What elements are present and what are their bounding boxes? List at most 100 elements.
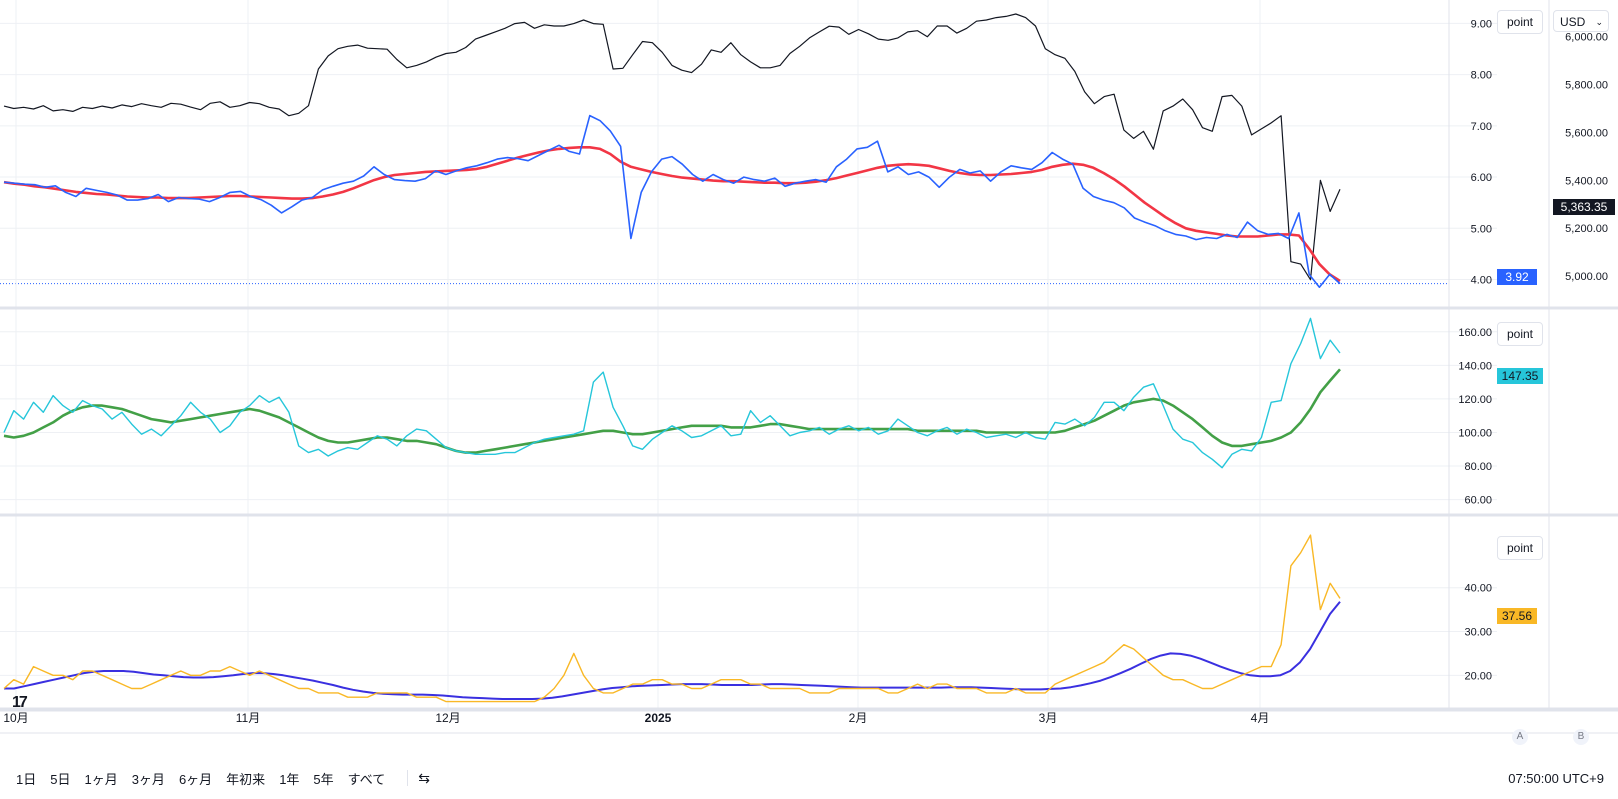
spx-axis-tick-label: 5,000.00 [1565,271,1608,283]
eye-hidden-icon[interactable]: ⊘ [159,127,170,141]
pane3-legend: › VIX・CBOE 37.56 −3.16 (−7.76%) MA 9 VIX… [10,520,219,564]
symbol-logo-icon: V [10,15,26,31]
spx-axis-tick-label: 5,800.00 [1565,80,1608,92]
pane1-scale-button[interactable]: point [1497,10,1543,34]
bottom-toolbar: 1日 5日 1ヶ月 3ヶ月 6ヶ月 年初来 1年 5年 すべて ⇆ 07:50:… [0,763,1618,793]
spx-ma-label[interactable]: MA 9 SPX: Open 0 SMA 5 [10,127,150,141]
timeframe-5d[interactable]: 5日 [50,771,71,787]
sell-price: 3.92 [20,44,44,58]
vvix-axis-tick-label: 60.00 [1464,495,1492,507]
pane3-collapse-button[interactable]: ^ [9,567,37,587]
vvix-ma-series-line [3,368,1341,454]
spx-price-tag: 5,363.35 [1553,199,1615,215]
market-dot-icon [201,20,208,26]
pane1-collapse-button[interactable]: ^ [9,148,37,168]
buy-label: 買い [103,58,125,70]
vvix-axis-tick-label: 80.00 [1464,461,1492,473]
vix-logo-icon: › [10,523,26,539]
vix-axis-tick-label: 30.00 [1464,627,1492,639]
ratio-axis-tick-label: 7.00 [1471,121,1492,133]
vix-ma-series-line [4,601,1341,700]
spx-logo-icon: 500 [10,104,26,120]
vvix-axis-tick-label: 160.00 [1458,327,1492,339]
spx-series-line [3,13,1341,281]
x-axis-label: 4月 [1251,711,1270,725]
x-axis-label: 10月 [3,711,28,725]
vvix-ma-label[interactable]: MA 9 VVIX: Open 0 SMA 5 [10,339,153,353]
spx-label[interactable]: SPX・SP [30,105,83,119]
ratio-ma-series-line [3,146,1341,283]
vvix-logo-icon: V [10,316,26,332]
timeframe-all[interactable]: すべて [347,771,386,787]
pane1-legend: V VVIX/VIX・1日・CBOE D 3.92 +0.06 (+1.60%) [10,12,350,34]
timeframe-1m[interactable]: 1ヶ月 [84,771,118,787]
vix-axis-tick-label: 40.00 [1464,583,1492,595]
buy-price: 3.92 [102,44,126,58]
vvix-ma-value: 137.64 [182,339,220,353]
x-axis-label: 2025 [645,711,672,725]
vvix-axis-tick-label: 120.00 [1458,394,1492,406]
timeframe-3m[interactable]: 3ヶ月 [131,771,165,787]
timeframe-6m[interactable]: 6ヶ月 [178,771,213,787]
scale-a-button[interactable]: A [1512,729,1528,745]
currency-label: USD [1560,15,1586,29]
spx-axis-tick-label: 5,200.00 [1565,223,1608,235]
currency-button[interactable]: USD ⌄ [1553,10,1609,32]
ratio-axis-tick-label: 5.00 [1471,223,1492,235]
vix-price-tag: 37.56 [1497,608,1537,624]
vvix-symbol[interactable]: VVIX・CBOE [30,317,104,331]
timeframe-1d[interactable]: 1日 [16,771,37,787]
date-range-icon[interactable]: ⇆ [407,770,436,786]
ratio-ma-label[interactable]: MA 9 close 0 SMA 5 [10,83,118,97]
x-axis-label: 11月 [236,711,260,725]
vix-symbol[interactable]: VIX・CBOE [30,524,96,538]
refresh-icon[interactable] [160,339,175,353]
ratio-ma-value: 3.97 [147,83,171,97]
x-axis-label: 2月 [849,711,868,725]
header-price: 3.92 [239,16,264,30]
x-axis-label: 12月 [435,711,460,725]
vix-ma-value: 36.81 [174,546,205,560]
spx-value: 5,363.35 +95.29 (+1.81%) [88,105,228,119]
vix-values: 37.56 −3.16 (−7.76%) [103,524,220,538]
timeframe-ytd[interactable]: 年初来 [226,771,266,787]
spread-value: 0.00 [64,51,86,63]
timeframe-5y[interactable]: 5年 [313,771,334,787]
ratio-axis-tick-label: 9.00 [1471,18,1492,30]
refresh-icon[interactable] [152,546,167,560]
vvix-price-tag: 147.35 [1497,368,1543,384]
market-status-label: D [211,17,220,29]
pane2-scale-button[interactable]: point [1497,322,1543,346]
chevron-down-icon: ⌄ [1595,17,1603,27]
ratio-price-tag: 3.92 [1497,269,1537,285]
symbol-title[interactable]: VVIX/VIX・1日・CBOE [30,15,178,31]
pane2-legend: V VVIX・CBOE 147.35 −9.89 (−6.29%) MA 9 V… [10,313,234,357]
x-axis-label: 3月 [1039,711,1058,725]
buy-button[interactable]: 3.92 買い [92,42,136,72]
chart-background [0,0,1618,763]
vix-axis-tick-label: 20.00 [1464,670,1492,682]
pane1-indicators: MA 9 close 0 SMA 5 3.97 500 SPX・SP 5,363… [10,79,227,145]
spx-axis-tick-label: 5,600.00 [1565,127,1608,139]
pane2-collapse-button[interactable]: ^ [9,361,37,381]
spx-axis-tick-label: 6,000.00 [1565,32,1608,44]
sell-label: 売り [21,58,43,70]
pane3-scale-button[interactable]: point [1497,536,1543,560]
spx-axis-tick-label: 5,400.00 [1565,175,1608,187]
chart-canvas[interactable]: 9.00 8.00 7.00 6.00 5.00 4.00 6,000.00 5,800.00… [0,0,1618,763]
ratio-axis-tick-label: 6.00 [1471,172,1492,184]
vix-ma-label[interactable]: MA 9 VIX: Open 0 SMA 5 [10,546,145,560]
header-change: +0.06 (+1.60%) [267,16,350,30]
vvix-axis-tick-label: 100.00 [1458,427,1492,439]
refresh-icon[interactable] [125,83,140,97]
interval-dot-badge: D [195,15,226,31]
ratio-axis-tick-label: 4.00 [1471,275,1492,287]
vvix-values: 147.35 −9.89 (−6.29%) [111,317,235,331]
clock-time[interactable]: 07:50:00 UTC+9 [1508,770,1604,786]
tradingview-logo-icon: 17 [12,694,28,711]
timeframe-1y[interactable]: 1年 [279,771,300,787]
ratio-axis-tick-label: 8.00 [1471,70,1492,82]
sell-button[interactable]: 3.92 売り [10,42,54,72]
scale-b-button[interactable]: B [1573,729,1589,745]
